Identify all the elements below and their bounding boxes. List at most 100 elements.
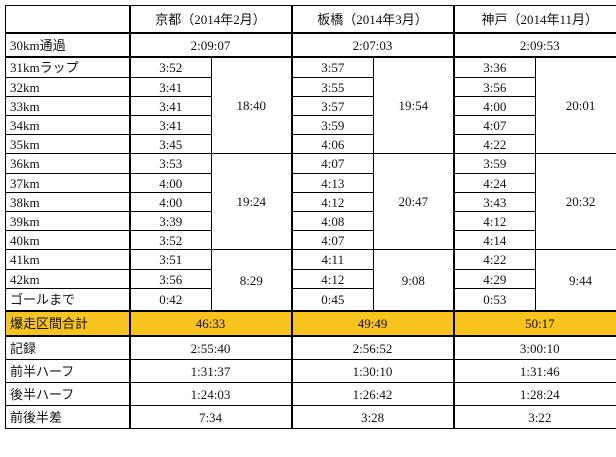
row-label: 爆走区間合計 <box>5 310 130 337</box>
split-cell: 3:56 <box>452 77 537 97</box>
split-cell: 4:13 <box>290 173 375 193</box>
row-label: ゴールまで <box>5 288 130 312</box>
split-row: ゴールまで 0:42 0:45 0:53 <box>5 288 616 312</box>
row-label: 30km通過 <box>5 32 130 58</box>
block-total-cell: 9:08 <box>373 249 455 312</box>
split-cell: 4:00 <box>128 192 212 212</box>
split-cell: 0:53 <box>452 288 537 312</box>
block-total-cell: 20:01 <box>535 56 616 154</box>
split-cell: 4:11 <box>290 249 375 270</box>
split-cell: 4:29 <box>452 269 537 289</box>
value-cell: 1:31:46 <box>452 359 616 383</box>
value-cell: 2:07:03 <box>290 32 455 58</box>
split-cell: 4:00 <box>452 96 537 116</box>
split-cell: 3:36 <box>452 56 537 78</box>
row-label: 35km <box>5 134 130 154</box>
split-cell: 3:45 <box>128 134 212 154</box>
split-row: 42km 3:56 4:12 4:29 <box>5 269 616 289</box>
split-row: 31kmラップ 3:52 18:40 3:57 19:54 3:36 20:01 <box>5 56 616 154</box>
value-cell: 2:55:40 <box>128 335 293 360</box>
half-diff-row: 前後半差 7:34 3:28 3:22 <box>5 405 616 429</box>
header-row: 京都（2014年2月） 板橋（2014年3月） 神戸（2014年11月） <box>5 5 616 34</box>
split-cell: 3:52 <box>128 56 212 78</box>
value-cell: 7:34 <box>128 405 293 429</box>
row-label: 41km <box>5 249 130 270</box>
split-cell: 4:24 <box>452 173 537 193</box>
row-label: 後半ハーフ <box>5 382 130 406</box>
row-label: 33km <box>5 96 130 116</box>
value-cell: 1:31:37 <box>128 359 293 383</box>
block-total-cell: 19:24 <box>210 153 293 250</box>
value-cell: 2:56:52 <box>290 335 455 360</box>
split-cell: 3:59 <box>290 115 375 135</box>
value-cell: 2:09:53 <box>452 32 616 58</box>
row-label: 32km <box>5 77 130 97</box>
split-cell: 3:39 <box>128 211 212 231</box>
split-cell: 3:56 <box>128 269 212 289</box>
block-total-cell: 18:40 <box>210 56 293 154</box>
split-cell: 3:51 <box>128 249 212 270</box>
split-cell: 4:08 <box>290 211 375 231</box>
split-cell: 4:07 <box>290 230 375 250</box>
split-cell: 4:12 <box>452 211 537 231</box>
header-itabashi: 板橋（2014年3月） <box>290 5 455 34</box>
split-cell: 4:00 <box>128 173 212 193</box>
header-kobe: 神戸（2014年11月） <box>452 5 616 34</box>
value-cell: 3:00:10 <box>452 335 616 360</box>
split-row: 34km 3:41 3:59 4:07 <box>5 115 616 135</box>
value-cell: 1:30:10 <box>290 359 455 383</box>
split-cell: 0:45 <box>290 288 375 312</box>
block-total-cell: 9:44 <box>535 249 616 312</box>
split-cell: 3:41 <box>128 115 212 135</box>
split-cell: 3:57 <box>290 96 375 116</box>
split-cell: 4:12 <box>290 269 375 289</box>
split-cell: 4:12 <box>290 192 375 212</box>
split-row: 37km 4:00 4:13 4:24 <box>5 173 616 193</box>
split-row: 33km 3:41 3:57 4:00 <box>5 96 616 116</box>
split-cell: 3:43 <box>452 192 537 212</box>
block-total-cell: 20:47 <box>373 153 455 250</box>
block-total-cell: 8:29 <box>210 249 293 312</box>
value-cell: 3:28 <box>290 405 455 429</box>
split-cell: 3:53 <box>128 153 212 174</box>
split-row: 41km 3:51 8:29 4:11 9:08 4:22 9:44 <box>5 249 616 312</box>
value-cell: 1:26:42 <box>290 382 455 406</box>
row-label: 36km <box>5 153 130 174</box>
row-label: 39km <box>5 211 130 231</box>
row-label: 前半ハーフ <box>5 359 130 383</box>
total-cell: 46:33 <box>128 310 293 337</box>
block-total-cell: 20:32 <box>535 153 616 250</box>
record-row: 記録 2:55:40 2:56:52 3:00:10 <box>5 335 616 360</box>
split-cell: 4:22 <box>452 134 537 154</box>
split-row: 36km 3:53 19:24 4:07 20:47 3:59 20:32 <box>5 153 616 250</box>
total-cell: 50:17 <box>452 310 616 337</box>
row-label: 37km <box>5 173 130 193</box>
row-label: 前後半差 <box>5 405 130 429</box>
value-cell: 1:28:24 <box>452 382 616 406</box>
split-cell: 3:52 <box>128 230 212 250</box>
row-label: 31kmラップ <box>5 56 130 78</box>
second-half-row: 後半ハーフ 1:24:03 1:26:42 1:28:24 <box>5 382 616 406</box>
split-row: 40km 3:52 4:07 4:14 <box>5 230 616 250</box>
split-cell: 4:07 <box>290 153 375 174</box>
marathon-split-table: 京都（2014年2月） 板橋（2014年3月） 神戸（2014年11月） 30k… <box>5 5 616 429</box>
split-cell: 0:42 <box>128 288 212 312</box>
value-cell: 3:22 <box>452 405 616 429</box>
split-cell: 4:14 <box>452 230 537 250</box>
total-cell: 49:49 <box>290 310 455 337</box>
row-label: 38km <box>5 192 130 212</box>
split-row: 39km 3:39 4:08 4:12 <box>5 211 616 231</box>
value-cell: 1:24:03 <box>128 382 293 406</box>
row-label: 記録 <box>5 335 130 360</box>
pass30-row: 30km通過 2:09:07 2:07:03 2:09:53 <box>5 32 616 58</box>
split-cell: 4:07 <box>452 115 537 135</box>
split-cell: 3:41 <box>128 77 212 97</box>
first-half-row: 前半ハーフ 1:31:37 1:30:10 1:31:46 <box>5 359 616 383</box>
row-label: 34km <box>5 115 130 135</box>
value-cell: 2:09:07 <box>128 32 293 58</box>
row-label: 42km <box>5 269 130 289</box>
block-total-cell: 19:54 <box>373 56 455 154</box>
split-cell: 4:06 <box>290 134 375 154</box>
split-cell: 3:41 <box>128 96 212 116</box>
